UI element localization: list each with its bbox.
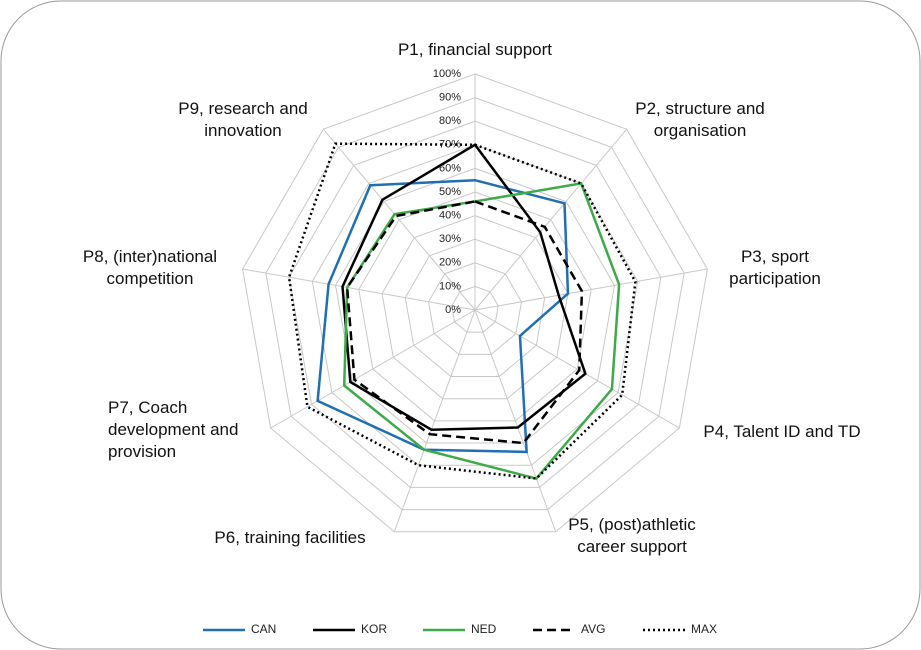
axis-spoke	[474, 309, 680, 429]
r-tick-label: 40%	[439, 210, 461, 222]
grid-line	[358, 191, 592, 422]
r-tick-label: 100%	[433, 68, 461, 80]
grid-line	[381, 215, 569, 400]
category-label: P3, sport participation	[729, 247, 821, 288]
axis-spoke	[393, 309, 476, 532]
legend-label: KOR	[361, 622, 387, 636]
grid-line	[404, 238, 546, 378]
category-label: P4, Talent ID and TD	[703, 422, 861, 441]
grid-line	[311, 144, 639, 466]
grid-line	[265, 97, 685, 511]
axis-spoke	[474, 268, 708, 311]
legend-label: MAX	[691, 622, 717, 636]
grid-line	[451, 285, 499, 333]
r-tick-label: 80%	[439, 115, 461, 127]
category-label: P9, research and innovation	[178, 99, 308, 140]
r-tick-label: 0%	[445, 304, 461, 316]
category-label: P8, (inter)national competition	[82, 247, 218, 288]
axis-spoke	[474, 128, 628, 311]
category-label: P1, financial support	[397, 40, 553, 59]
axis-spoke	[242, 268, 476, 311]
axis-spoke	[322, 128, 476, 311]
series-line	[316, 178, 570, 454]
category-label: P2, structure and organisation	[635, 99, 765, 140]
axis-spoke	[474, 309, 557, 532]
r-tick-label: 50%	[439, 186, 461, 198]
legend-label: AVG	[581, 622, 605, 636]
series-line	[341, 143, 587, 432]
r-tick-label: 20%	[439, 257, 461, 269]
grid-line	[288, 120, 662, 488]
series-line	[342, 182, 621, 480]
series-line	[345, 200, 584, 445]
category-label: P5, (post)athletic career support	[568, 515, 696, 556]
grid-line	[242, 73, 708, 533]
legend-label: CAN	[251, 622, 276, 636]
r-tick-label: 30%	[439, 233, 461, 245]
r-tick-label: 60%	[439, 162, 461, 174]
r-tick-label: 90%	[439, 92, 461, 104]
r-tick-label: 10%	[439, 280, 461, 292]
grid-line	[427, 262, 523, 355]
axis-spoke	[270, 309, 476, 429]
legend-label: NED	[471, 622, 497, 636]
grid-line	[335, 167, 615, 444]
category-label: P6, training facilities	[214, 528, 366, 547]
category-label: P7, Coach development and provision	[108, 398, 239, 461]
